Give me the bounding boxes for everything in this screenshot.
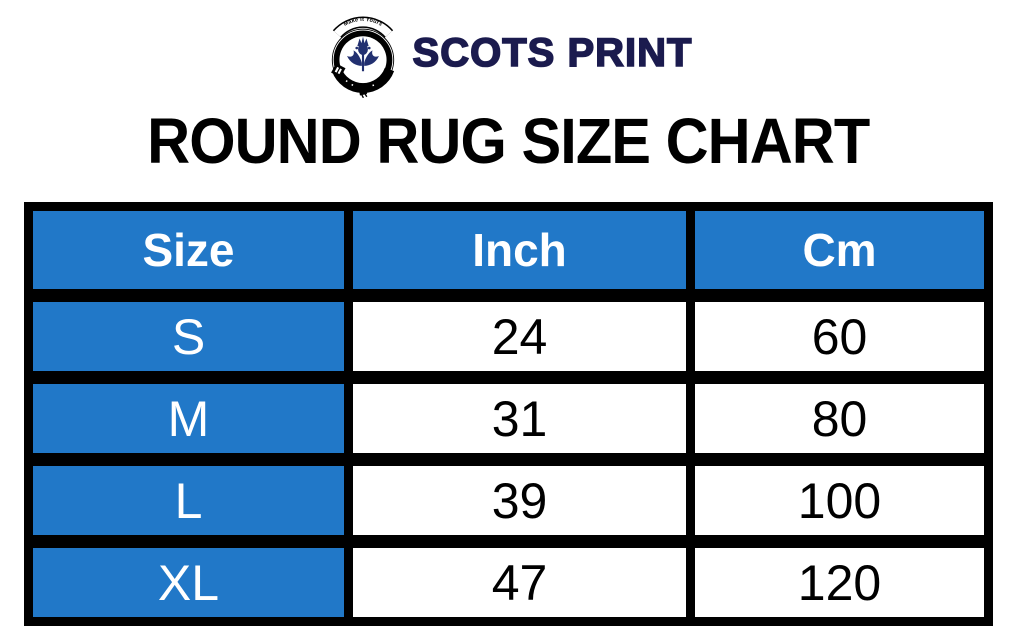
page: Make It Yours	[0, 0, 1017, 626]
belt-icon	[330, 63, 394, 98]
column-header-cm: Cm	[695, 211, 984, 289]
cell-size-xl: XL	[33, 548, 344, 617]
cell-cm-s: 60	[695, 302, 984, 371]
cell-inch-s: 24	[353, 302, 686, 371]
thistle-badge-icon: Make It Yours	[330, 16, 394, 98]
cell-size-m: M	[33, 384, 344, 453]
page-title: ROUND RUG SIZE CHART	[147, 105, 870, 177]
size-chart-table: Size Inch Cm S 24 60 M 31 80 L 39 100 XL…	[24, 202, 993, 626]
cell-size-s: S	[33, 302, 344, 371]
cell-inch-xl: 47	[353, 548, 686, 617]
column-header-inch: Inch	[353, 211, 686, 289]
cell-inch-l: 39	[353, 466, 686, 535]
cell-cm-xl: 120	[695, 548, 984, 617]
brand-header: Make It Yours	[0, 0, 1017, 98]
thistle-icon	[346, 36, 379, 72]
title-wrap: ROUND RUG SIZE CHART	[0, 108, 1017, 176]
banner-text: Make It Yours	[342, 17, 382, 28]
brand-name: SCOTS PRINT	[412, 30, 693, 76]
cell-cm-m: 80	[695, 384, 984, 453]
cell-size-l: L	[33, 466, 344, 535]
column-header-size: Size	[33, 211, 344, 289]
cell-inch-m: 31	[353, 384, 686, 453]
cell-cm-l: 100	[695, 466, 984, 535]
